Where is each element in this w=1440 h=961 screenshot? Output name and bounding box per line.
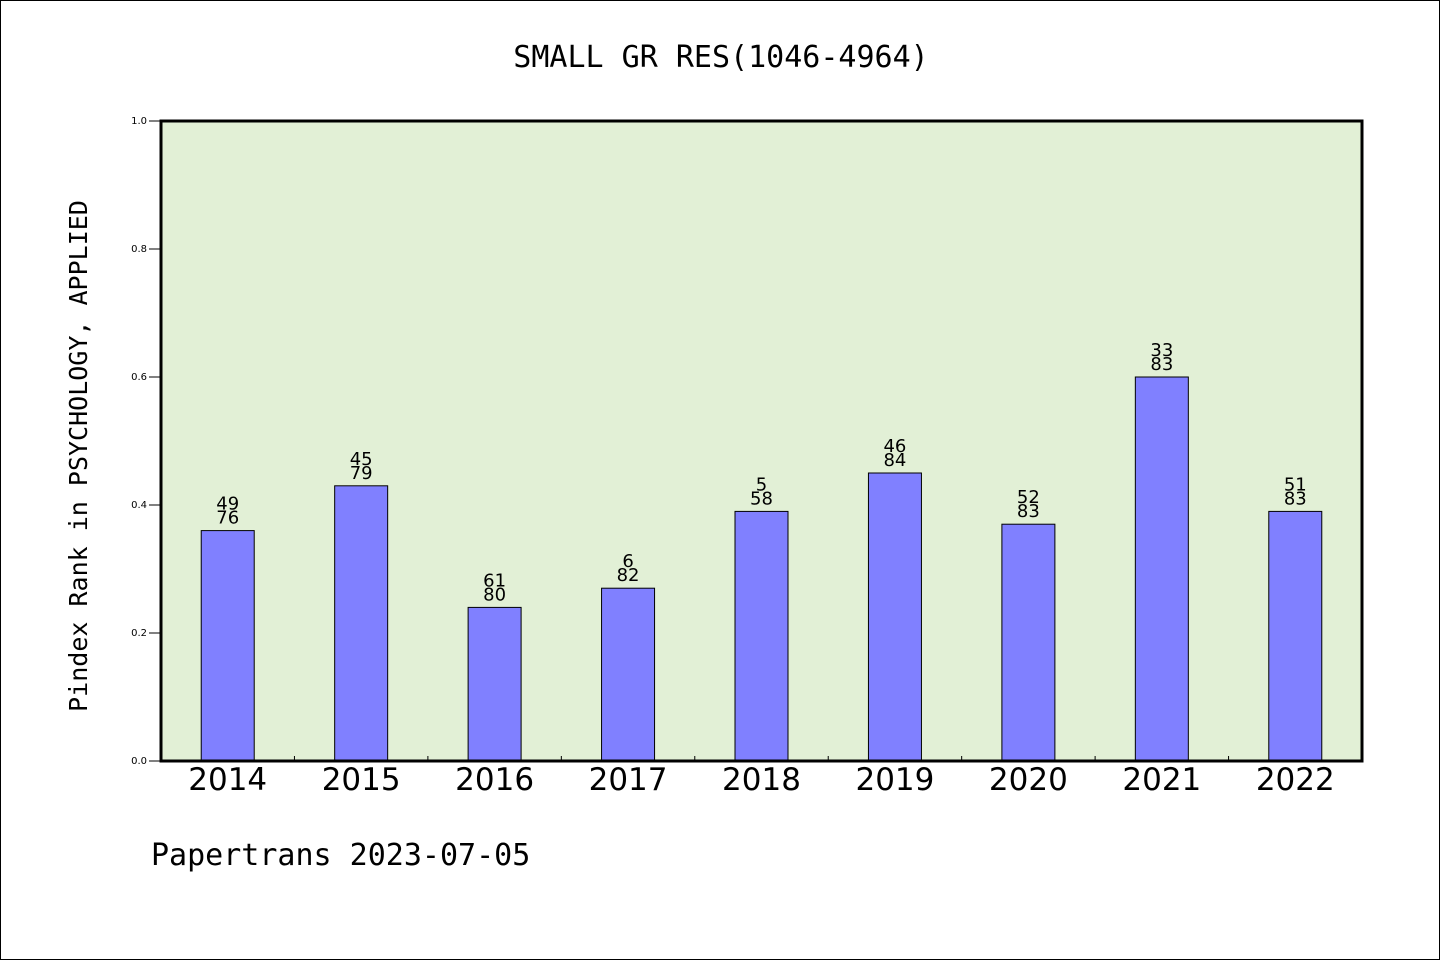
x-tick-label-2022: 2022 [1256,762,1335,798]
bar-label-top-2016: 61 [483,570,506,591]
bar-label-top-2018: 5 [756,474,767,495]
bar-label-top-2017: 6 [622,551,633,572]
x-tick-label-2015: 2015 [322,762,401,798]
plot-border [159,119,1364,763]
bar-label-top-2020: 52 [1017,487,1040,508]
x-tick-label-2018: 2018 [722,762,801,798]
x-tick-label-2020: 2020 [989,762,1068,798]
bar-label-bottom-2014: 76 [216,508,239,529]
bar-2019 [867,472,922,762]
bar-2015 [334,485,389,762]
y-tick-label: 0.2 [131,628,147,639]
x-tick-label-2014: 2014 [188,762,267,798]
bar-label-top-2019: 46 [883,436,906,457]
y-tick-label: 0.0 [131,756,147,767]
bar-2017 [601,587,656,762]
bar-label-top-2021: 33 [1150,340,1173,361]
bar-2014 [200,530,255,762]
bar-label-top-2015: 45 [350,449,373,470]
ticks-layer: 2014 2015 2016 2017 2018 2019 2020 2021 2022 0.0 0… [131,116,1335,798]
y-tick-label: 0.4 [131,500,147,511]
y-axis-label: Pindex Rank in PSYCHOLOGY, APPLIED [64,200,93,712]
bar-label-bottom-2017: 82 [617,565,640,586]
y-tick-label: 1.0 [131,116,147,127]
bar-label-top-2022: 51 [1284,474,1307,495]
y-tick-label: 0.8 [131,244,147,255]
bar-label-bottom-2018: 58 [750,488,773,509]
bar-2016 [467,606,522,762]
x-tick-label-2021: 2021 [1122,762,1201,798]
bar-label-bottom-2015: 79 [350,463,373,484]
bar-label-bottom-2021: 83 [1150,354,1173,375]
bar-label-bottom-2019: 84 [883,450,906,471]
x-tick-label-2017: 2017 [589,762,668,798]
bar-label-bottom-2016: 80 [483,584,506,605]
bar-2018 [734,510,789,762]
bar-label-bottom-2020: 83 [1017,501,1040,522]
bar-2022 [1268,510,1323,762]
bar-label-top-2014: 49 [216,494,239,515]
chart-title: SMALL GR RES(1046-4964) [513,40,928,75]
footer-credit: Papertrans 2023-07-05 [151,838,530,873]
y-tick-label: 0.6 [131,372,147,383]
x-tick-label-2019: 2019 [855,762,934,798]
bar-2020 [1001,523,1056,762]
bar-2021 [1134,376,1189,762]
bar-label-bottom-2022: 83 [1284,488,1307,509]
x-tick-label-2016: 2016 [455,762,534,798]
